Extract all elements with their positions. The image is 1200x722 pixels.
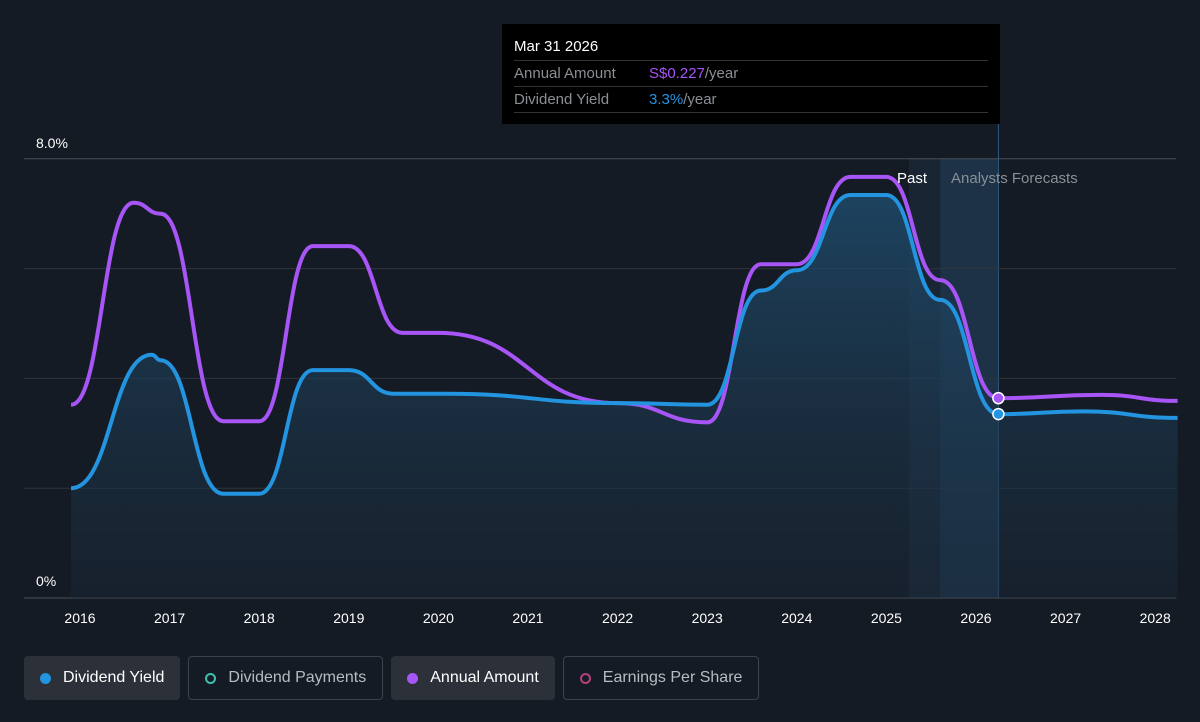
annual-amount-line <box>70 174 1178 425</box>
legend-annual-amount[interactable]: Annual Amount <box>391 656 555 700</box>
dot-icon <box>40 672 51 684</box>
tooltip: Mar 31 2026 Annual Amount S$0.227 /year … <box>502 24 1000 124</box>
tooltip-row-annual-amount: Annual Amount S$0.227 /year <box>514 61 988 87</box>
past-label: Past <box>897 170 928 187</box>
legend-earnings-per-share[interactable]: Earnings Per Share <box>562 656 760 700</box>
x-tick-label: 2024 <box>781 610 812 626</box>
x-tick-label: 2018 <box>244 610 275 626</box>
x-tick-label: 2027 <box>1050 610 1081 626</box>
tooltip-value: S$0.227 <box>649 65 705 82</box>
legend-dividend-yield[interactable]: Dividend Yield <box>24 656 181 700</box>
yield-area <box>71 195 1178 598</box>
x-tick-label: 2025 <box>871 610 902 626</box>
annual-amount-marker <box>992 391 1005 405</box>
x-tick-label: 2017 <box>154 610 185 626</box>
dot-icon <box>407 672 419 684</box>
legend-label: Dividend Payments <box>228 669 367 686</box>
legend: Dividend Yield Dividend Payments Annual … <box>24 656 760 700</box>
tooltip-suffix: /year <box>704 65 739 82</box>
x-tick-label: 2019 <box>333 610 364 626</box>
tooltip-value: 3.3% <box>649 91 684 108</box>
tooltip-date: Mar 31 2026 <box>514 36 988 61</box>
tooltip-label: Annual Amount <box>514 65 616 82</box>
legend-label: Earnings Per Share <box>602 669 743 686</box>
ring-icon <box>579 672 591 684</box>
x-tick-label: 2021 <box>512 610 543 626</box>
tooltip-label: Dividend Yield <box>514 91 610 108</box>
x-tick-label: 2023 <box>692 610 723 626</box>
y-tick-label-bottom: 0% <box>36 573 56 589</box>
ring-icon <box>205 672 217 684</box>
x-tick-label: 2026 <box>960 610 991 626</box>
legend-dividend-payments[interactable]: Dividend Payments <box>188 656 384 700</box>
x-tick-label: 2028 <box>1140 610 1171 626</box>
x-tick-label: 2020 <box>423 610 454 626</box>
forecast-label: Analysts Forecasts <box>951 170 1078 187</box>
dividend-yield-line <box>70 193 1178 496</box>
legend-label: Annual Amount <box>430 669 539 686</box>
legend-label: Dividend Yield <box>63 669 165 686</box>
tooltip-row-dividend-yield: Dividend Yield 3.3% /year <box>514 87 988 113</box>
tooltip-suffix: /year <box>683 91 717 108</box>
x-tick-label: 2022 <box>602 610 633 626</box>
dividend-yield-marker <box>992 407 1005 421</box>
x-tick-label: 2016 <box>64 610 95 626</box>
y-tick-label-top: 8.0% <box>36 135 68 151</box>
